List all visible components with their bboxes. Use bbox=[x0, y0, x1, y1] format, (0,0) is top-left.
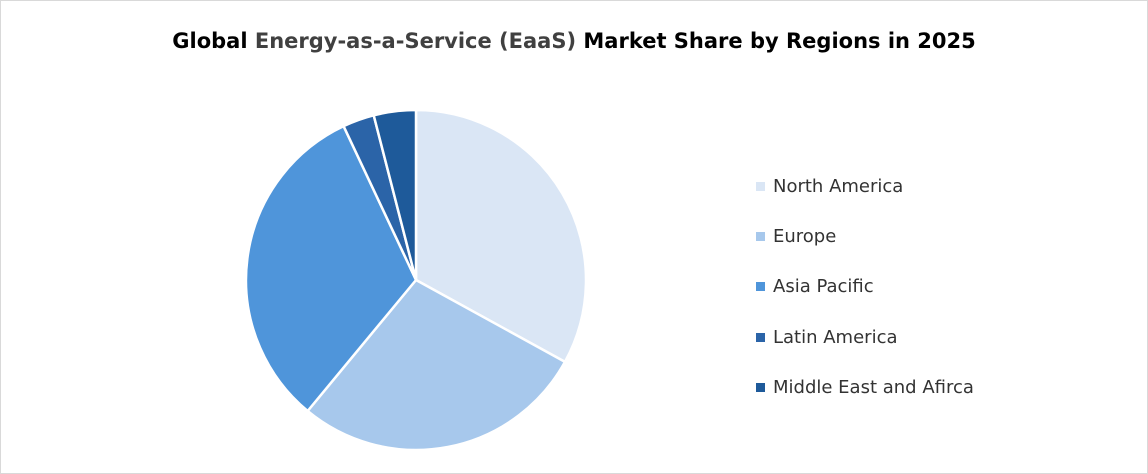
legend-label: Europe bbox=[773, 225, 837, 247]
legend-item-north-america: North America bbox=[756, 161, 974, 211]
legend-label: Middle East and Afirca bbox=[773, 376, 974, 398]
pie-slice-europe bbox=[306, 278, 567, 452]
legend-swatch bbox=[756, 231, 765, 241]
pie-slice-asia-pacific bbox=[244, 124, 418, 413]
legend-item-asia-pacific: Asia Pacific bbox=[756, 262, 974, 312]
legend-swatch bbox=[756, 282, 765, 292]
title-part-3: Market Share by Regions in 2025 bbox=[576, 29, 976, 53]
pie-slice-north-america bbox=[414, 108, 588, 364]
title-part-2: Energy-as-a-Service (EaaS) bbox=[254, 29, 577, 53]
chart-legend: North America Europe Asia Pacific Latin Ame… bbox=[756, 161, 974, 412]
legend-label: Latin America bbox=[773, 326, 898, 348]
pie-slice-middle-east-and-afirca bbox=[372, 108, 418, 282]
legend-swatch bbox=[756, 382, 765, 392]
legend-item-latin-america: Latin America bbox=[756, 312, 974, 362]
legend-label: Asia Pacific bbox=[773, 276, 874, 298]
legend-item-europe: Europe bbox=[756, 211, 974, 261]
legend-label: North America bbox=[773, 175, 904, 197]
legend-swatch bbox=[756, 332, 765, 342]
chart-title: Global Energy-as-a-Service (EaaS) Market… bbox=[1, 29, 1147, 53]
title-part-1: Global bbox=[172, 29, 255, 53]
legend-swatch bbox=[756, 181, 765, 191]
legend-item-middle-east-and-afirca: Middle East and Afirca bbox=[756, 362, 974, 412]
